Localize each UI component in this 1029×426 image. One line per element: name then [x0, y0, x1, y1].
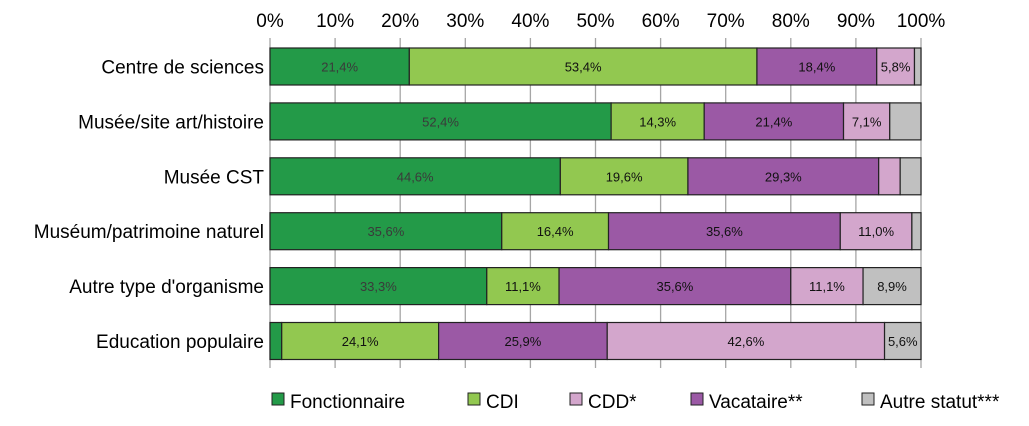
- data-label: 7,1%: [852, 114, 882, 129]
- bar-segment: [269, 321, 283, 361]
- x-tick-label: 100%: [897, 11, 946, 32]
- bar-segment: [913, 47, 922, 86]
- data-label: 44,6%: [397, 169, 434, 184]
- x-tick-label: 20%: [381, 11, 419, 32]
- bar-segment: [703, 102, 845, 141]
- data-label: 11,0%: [858, 224, 894, 239]
- data-label: 35,6%: [656, 279, 693, 294]
- bar-segment: [606, 321, 886, 361]
- legend-label: CDD*: [588, 392, 637, 413]
- x-tick-label: 40%: [511, 11, 549, 32]
- data-label: 18,4%: [798, 60, 835, 75]
- data-label: 21,4%: [321, 60, 358, 75]
- legend-swatch: [467, 392, 481, 406]
- data-label: 21,4%: [755, 114, 792, 129]
- legend-swatch: [271, 392, 285, 406]
- bar-segment: [607, 212, 841, 251]
- bar-segment: [878, 157, 901, 196]
- bar-segment: [501, 212, 610, 251]
- legend-label: Fonctionnaire: [290, 392, 405, 413]
- legend-label: Vacataire**: [709, 392, 803, 413]
- category-label: Musée/site art/histoire: [78, 112, 264, 133]
- bar-segment: [281, 321, 440, 361]
- bar-segment: [486, 267, 560, 306]
- category-label: Muséum/patrimoine naturel: [34, 222, 264, 243]
- category-label: Centre de sciences: [101, 58, 264, 79]
- bar-segment: [687, 157, 880, 196]
- data-label: 11,1%: [809, 279, 845, 294]
- x-tick-label: 80%: [772, 11, 810, 32]
- bar-segment: [790, 267, 864, 306]
- legend-label: Autre statut***: [880, 392, 1000, 413]
- x-tick-label: 30%: [446, 11, 484, 32]
- x-tick-label: 60%: [642, 11, 680, 32]
- x-tick-label: 50%: [576, 11, 614, 32]
- data-label: 19,6%: [606, 169, 643, 184]
- data-label: 29,3%: [765, 169, 802, 184]
- bar-segment: [558, 267, 792, 306]
- bar-segment: [610, 102, 705, 141]
- bar-segment: [883, 321, 922, 361]
- legend-swatch: [861, 392, 875, 406]
- data-label: 35,6%: [706, 224, 743, 239]
- category-label: Autre type d'organisme: [69, 277, 264, 298]
- x-tick-label: 10%: [316, 11, 354, 32]
- data-label: 52,4%: [422, 114, 459, 129]
- bar-segment: [269, 267, 488, 306]
- data-label: 42,6%: [727, 334, 764, 349]
- bar-segment: [438, 321, 608, 361]
- bar-segment: [269, 47, 410, 86]
- bar-segment: [899, 157, 922, 196]
- data-label: 24,1%: [342, 334, 379, 349]
- bar-segment: [911, 212, 922, 251]
- data-label: 35,6%: [367, 224, 404, 239]
- x-tick-label: 70%: [707, 11, 745, 32]
- bar-segment: [269, 157, 561, 196]
- data-label: 16,4%: [537, 224, 574, 239]
- data-label: 33,3%: [360, 279, 397, 294]
- bar-segment: [408, 47, 758, 86]
- legend-label: CDI: [486, 392, 519, 413]
- data-label: 14,3%: [639, 114, 676, 129]
- bar-segment: [559, 157, 689, 196]
- bar-segment: [876, 47, 916, 86]
- x-tick-label: 0%: [256, 11, 284, 32]
- legend-swatch: [569, 392, 583, 406]
- bar-segment: [839, 212, 913, 251]
- bar-segment: [269, 102, 612, 141]
- data-label: 8,9%: [877, 279, 907, 294]
- bar-segment: [862, 267, 922, 306]
- data-label: 25,9%: [504, 334, 541, 349]
- category-label: Musée CST: [164, 167, 265, 188]
- bar-segment: [269, 212, 503, 251]
- legend-swatch: [690, 392, 704, 406]
- bar-segment: [889, 102, 922, 141]
- data-label: 11,1%: [505, 279, 541, 294]
- data-label: 5,8%: [881, 60, 911, 75]
- x-tick-label: 90%: [837, 11, 875, 32]
- data-label: 53,4%: [565, 60, 602, 75]
- category-label: Education populaire: [96, 332, 264, 353]
- data-label: 5,6%: [888, 334, 918, 349]
